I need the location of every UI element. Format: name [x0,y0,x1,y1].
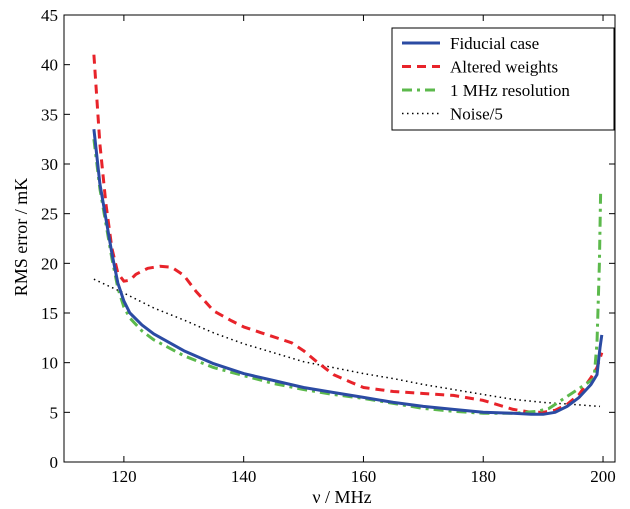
y-tick-label: 0 [50,453,59,472]
x-tick-label: 200 [590,467,616,486]
y-tick-label: 45 [41,6,58,25]
series-line-altered-weights [92,54,604,414]
legend-box [391,27,615,131]
y-tick-label: 15 [41,304,58,323]
series-line-1-mhz-resolution [92,139,603,415]
y-tick-label: 35 [41,105,58,124]
x-tick-label: 160 [351,467,377,486]
y-tick-label: 5 [50,403,59,422]
x-axis-label: ν / MHz [312,487,371,507]
plot-area-border [63,14,616,463]
y-tick-label: 40 [41,56,58,75]
y-tick-label: 25 [41,205,58,224]
x-tick-label: 180 [470,467,496,486]
plot-frame [63,14,616,463]
legend-label: 1 MHz resolution [450,81,570,100]
y-tick-label: 10 [41,354,58,373]
x-axis: 120 140 160 180 200 [111,15,616,486]
legend: Fiducial case Altered weights 1 MHz resolu… [391,27,615,131]
legend-label: Fiducial case [450,34,539,53]
y-axis: 0 5 10 15 20 25 30 35 40 45 [41,6,615,472]
series-line-fiducial-case [92,129,604,416]
y-tick-label: 30 [41,155,58,174]
y-axis-label: RMS error / mK [11,178,31,297]
y-tick-label: 20 [41,254,58,273]
x-tick-label: 140 [231,467,257,486]
legend-label: Noise/5 [450,105,503,124]
series-layer [92,54,604,416]
x-tick-label: 120 [111,467,137,486]
legend-label: Altered weights [450,58,558,77]
